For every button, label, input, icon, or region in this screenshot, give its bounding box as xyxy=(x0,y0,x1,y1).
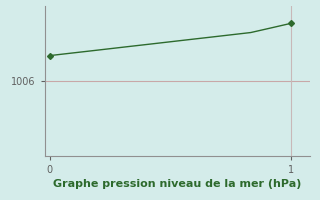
X-axis label: Graphe pression niveau de la mer (hPa): Graphe pression niveau de la mer (hPa) xyxy=(53,179,302,189)
